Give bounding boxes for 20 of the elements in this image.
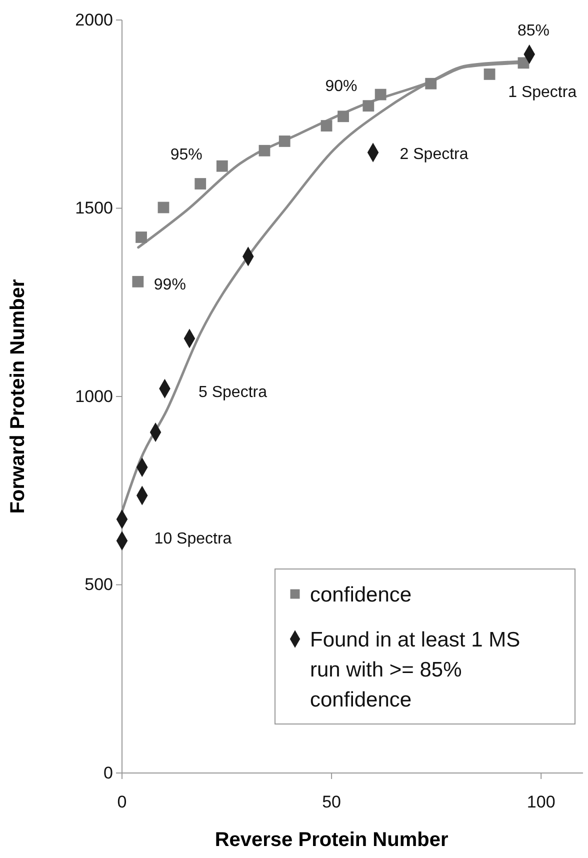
annotation: 95% bbox=[170, 146, 202, 164]
annotation: 10 Spectra bbox=[154, 530, 232, 548]
y-axis-title: Forward Protein Number bbox=[7, 279, 29, 514]
annotation: 85% bbox=[517, 22, 550, 40]
y-tick-label: 2000 bbox=[75, 10, 113, 30]
x-tick-label: 0 bbox=[117, 792, 127, 812]
y-tick-label: 1500 bbox=[75, 198, 113, 218]
x-axis-title: Reverse Protein Number bbox=[214, 829, 448, 851]
annotation: 99% bbox=[154, 276, 186, 294]
annotation: 2 Spectra bbox=[400, 146, 468, 164]
annotation: 5 Spectra bbox=[198, 384, 268, 402]
legend-label: confidence bbox=[310, 583, 412, 606]
y-tick-label: 0 bbox=[104, 763, 113, 782]
y-tick-label: 1000 bbox=[75, 386, 113, 406]
x-tick-label: 100 bbox=[526, 792, 556, 812]
y-tick-label: 500 bbox=[84, 575, 113, 594]
annotation: 90% bbox=[325, 78, 358, 95]
legend-label: Found in at least 1 MS run with >= 85% confidence bbox=[310, 628, 520, 712]
x-tick-label: 50 bbox=[322, 792, 342, 812]
annotation: 1 Spectra bbox=[508, 84, 577, 101]
